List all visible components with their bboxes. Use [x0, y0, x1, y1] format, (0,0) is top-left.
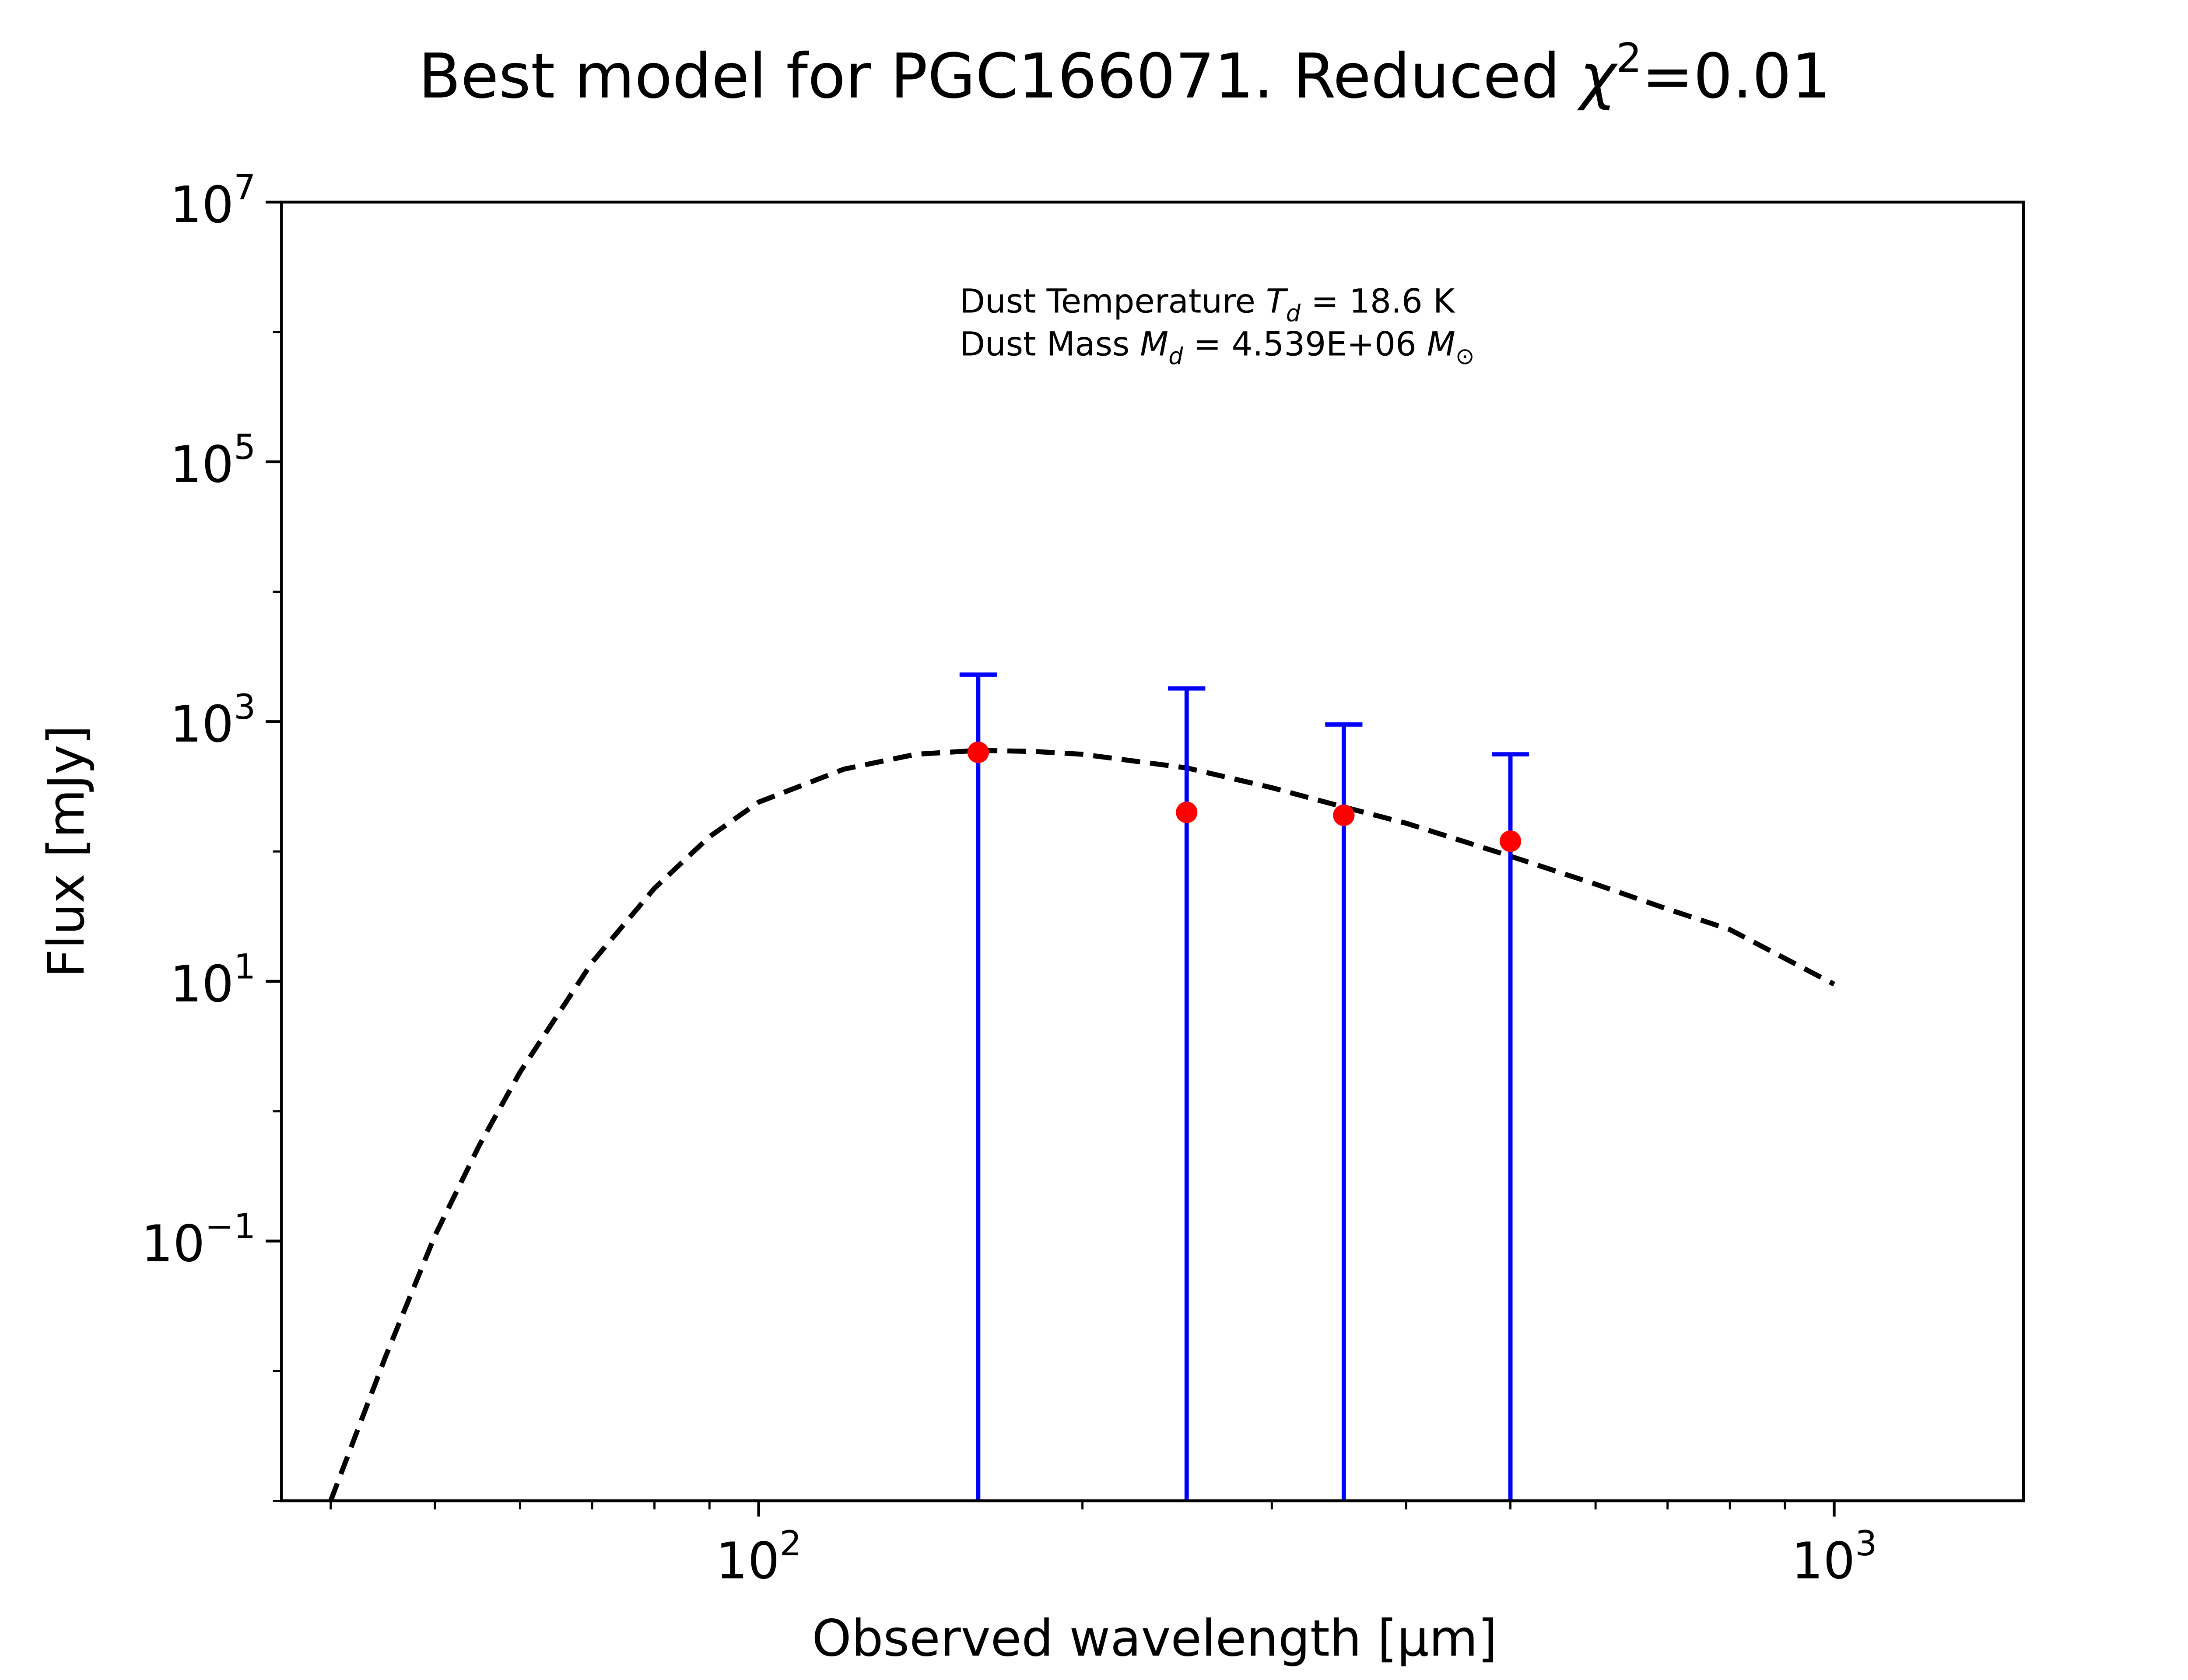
data-point — [1499, 830, 1522, 852]
data-point — [1176, 802, 1198, 823]
model-curve — [328, 748, 1836, 1502]
y-tick-label: 105 — [170, 427, 256, 494]
model-curve-layer — [328, 748, 1836, 1502]
y-tick-labels: 10−1 101 103 105 107 — [141, 167, 256, 1273]
y-tick-label: 103 — [170, 687, 256, 754]
annotation-mass: Dust Mass Md = 4.539E+06 M⊙ — [960, 325, 1475, 370]
data-point — [1333, 804, 1355, 826]
data-points-layer — [959, 672, 1529, 1501]
y-tick-label: 10−1 — [141, 1206, 256, 1273]
x-tick-label: 103 — [1791, 1523, 1877, 1590]
x-tick-labels: 102 103 — [716, 1523, 1877, 1590]
y-tick-label: 107 — [170, 167, 256, 234]
y-tick-label: 101 — [170, 947, 256, 1014]
y-axis-label: Flux [mJy] — [38, 725, 96, 978]
x-axis-label: Observed wavelength [μm] — [812, 1610, 1497, 1668]
axis-ticks — [266, 200, 1836, 1517]
data-point — [967, 742, 989, 763]
plot-area — [280, 200, 2025, 1502]
chart-title: Best model for PGC166071. Reduced χ2=0.0… — [418, 35, 1830, 112]
annotation-temperature: Dust Temperature Td = 18.6 K — [960, 282, 1455, 327]
x-tick-label: 102 — [716, 1523, 802, 1590]
